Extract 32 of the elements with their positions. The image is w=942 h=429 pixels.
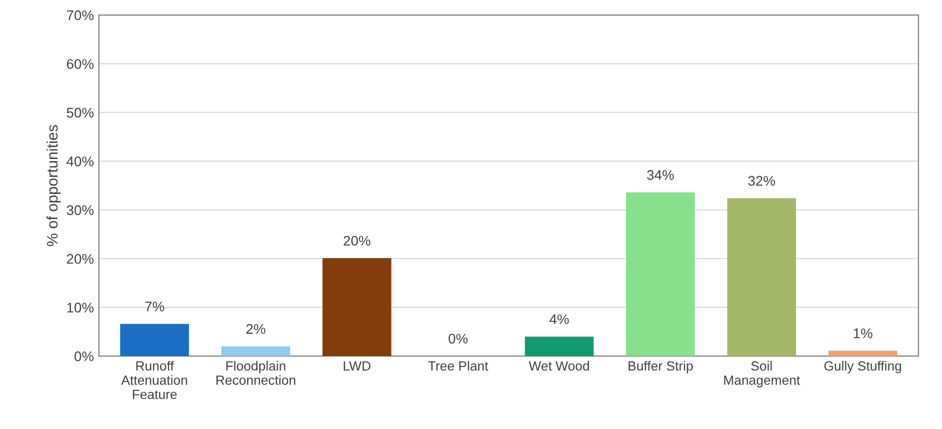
bar — [626, 192, 695, 356]
y-axis-title: % of opportunities — [46, 124, 61, 246]
x-tick-label: Buffer Strip — [628, 360, 693, 374]
data-label: 1% — [854, 328, 872, 338]
y-tick-label: 10% — [67, 302, 94, 313]
data-label: 34% — [647, 170, 674, 180]
y-tick-label: 20% — [66, 254, 94, 264]
y-tick-label: 30% — [66, 205, 94, 216]
bar — [828, 350, 898, 356]
x-tick-label: Runoff Attenuation Feature — [121, 360, 188, 400]
bar — [120, 324, 189, 356]
y-tick-label: 40% — [66, 156, 94, 166]
data-label: 7% — [145, 302, 164, 312]
x-tick-label: Tree Plant — [428, 360, 488, 371]
bar — [322, 258, 392, 356]
bar — [221, 346, 290, 356]
bar — [727, 198, 796, 356]
y-tick-label: 70% — [66, 10, 94, 20]
x-tick-label: Soil Management — [724, 360, 800, 388]
data-label: 4% — [550, 314, 569, 324]
x-tick-label: LWD — [344, 361, 370, 370]
data-label: 2% — [246, 324, 266, 334]
y-tick-label: 0% — [74, 351, 94, 362]
x-tick-label: Gully Stuffing — [824, 360, 902, 374]
data-label: 0% — [448, 334, 468, 344]
x-tick-label: Wet Wood — [528, 360, 589, 371]
y-tick-label: 60% — [66, 59, 94, 69]
x-tick-label: Floodplain Reconnection — [216, 360, 296, 385]
data-label: 32% — [748, 176, 776, 186]
bar — [524, 336, 594, 356]
data-label: 20% — [344, 236, 370, 246]
y-tick-label: 50% — [66, 108, 94, 118]
